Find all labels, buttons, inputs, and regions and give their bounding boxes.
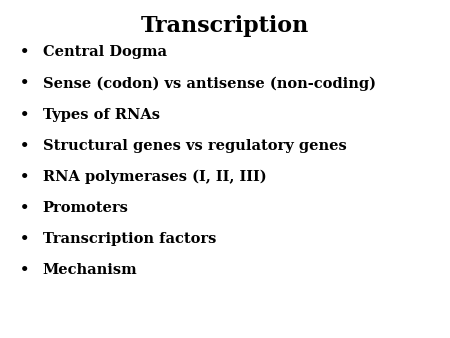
Text: RNA polymerases (I, II, III): RNA polymerases (I, II, III): [43, 170, 266, 184]
Text: Transcription factors: Transcription factors: [43, 232, 216, 246]
Text: •: •: [20, 45, 29, 59]
Text: •: •: [20, 107, 29, 122]
Text: •: •: [20, 76, 29, 91]
Text: •: •: [20, 201, 29, 215]
Text: Central Dogma: Central Dogma: [43, 45, 167, 59]
Text: •: •: [20, 263, 29, 277]
Text: •: •: [20, 170, 29, 184]
Text: Structural genes vs regulatory genes: Structural genes vs regulatory genes: [43, 139, 346, 153]
Text: Sense (codon) vs antisense (non-coding): Sense (codon) vs antisense (non-coding): [43, 76, 376, 91]
Text: •: •: [20, 139, 29, 153]
Text: •: •: [20, 232, 29, 246]
Text: Mechanism: Mechanism: [43, 263, 137, 277]
Text: Transcription: Transcription: [141, 15, 309, 37]
Text: Types of RNAs: Types of RNAs: [43, 107, 160, 122]
Text: Promoters: Promoters: [43, 201, 129, 215]
